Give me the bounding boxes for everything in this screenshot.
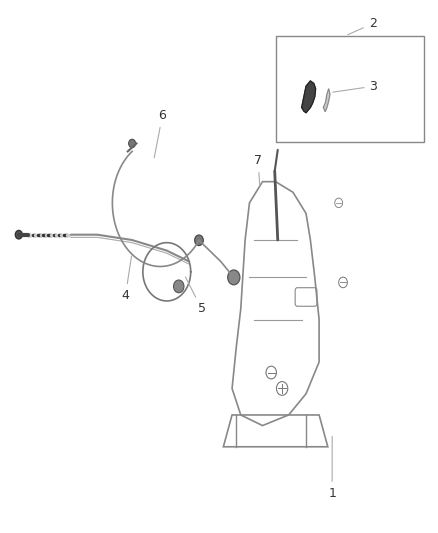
Text: 1: 1	[328, 437, 336, 500]
Text: 7: 7	[254, 154, 262, 186]
Circle shape	[129, 139, 136, 148]
Text: 6: 6	[154, 109, 166, 158]
Circle shape	[173, 280, 184, 293]
Text: 5: 5	[185, 277, 205, 316]
Text: 4: 4	[121, 256, 131, 302]
Circle shape	[194, 235, 203, 246]
Text: 2: 2	[348, 17, 377, 35]
Text: 3: 3	[333, 80, 378, 93]
Polygon shape	[302, 81, 316, 113]
Circle shape	[228, 270, 240, 285]
Polygon shape	[323, 89, 330, 112]
Circle shape	[15, 230, 22, 239]
